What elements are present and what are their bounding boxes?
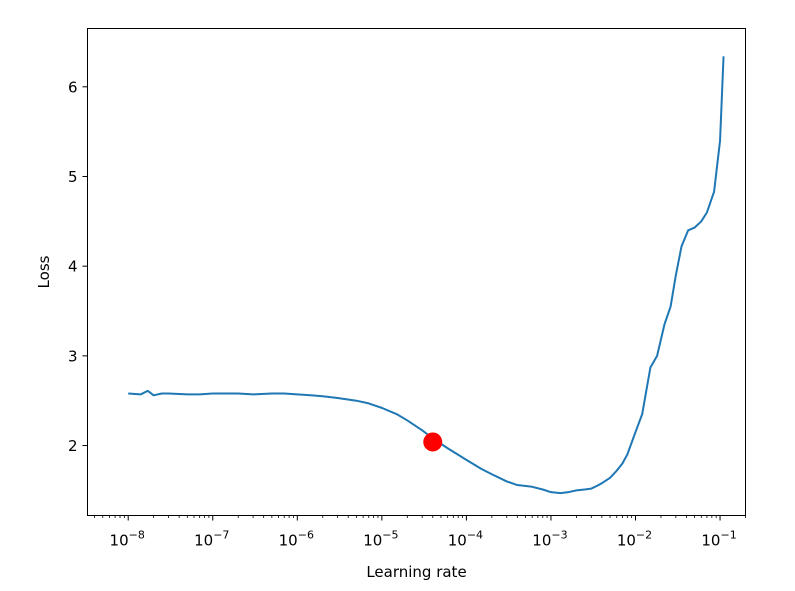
y-axis: 2 3 4 5 6 — [68, 78, 88, 455]
x-tick-label: 10−7 — [194, 529, 229, 550]
x-tick-label: 10−6 — [279, 529, 314, 550]
x-tick-label: 10−3 — [532, 529, 567, 550]
plot-content — [128, 56, 725, 495]
y-tick-label: 5 — [68, 168, 78, 186]
y-tick-label: 3 — [68, 347, 78, 365]
y-tick-label: 2 — [68, 437, 78, 455]
x-axis: 10−8 10−7 10−6 10−5 10−4 10−3 10−2 10−1 — [94, 515, 746, 550]
x-tick-label: 10−4 — [448, 529, 483, 550]
y-tick-label: 4 — [68, 258, 78, 276]
axes-frame — [87, 28, 746, 516]
x-axis-label: Learning rate — [366, 563, 466, 581]
x-tick-label: 10−2 — [617, 529, 652, 550]
y-tick-label: 6 — [68, 78, 78, 96]
x-tick-label: 10−5 — [363, 529, 398, 550]
x-tick-label: 10−1 — [701, 529, 736, 550]
x-tick-label: 10−8 — [110, 529, 145, 550]
y-axis-label: Loss — [35, 255, 53, 288]
suggested-lr-point — [423, 432, 443, 452]
loss-curve-line — [128, 56, 725, 495]
